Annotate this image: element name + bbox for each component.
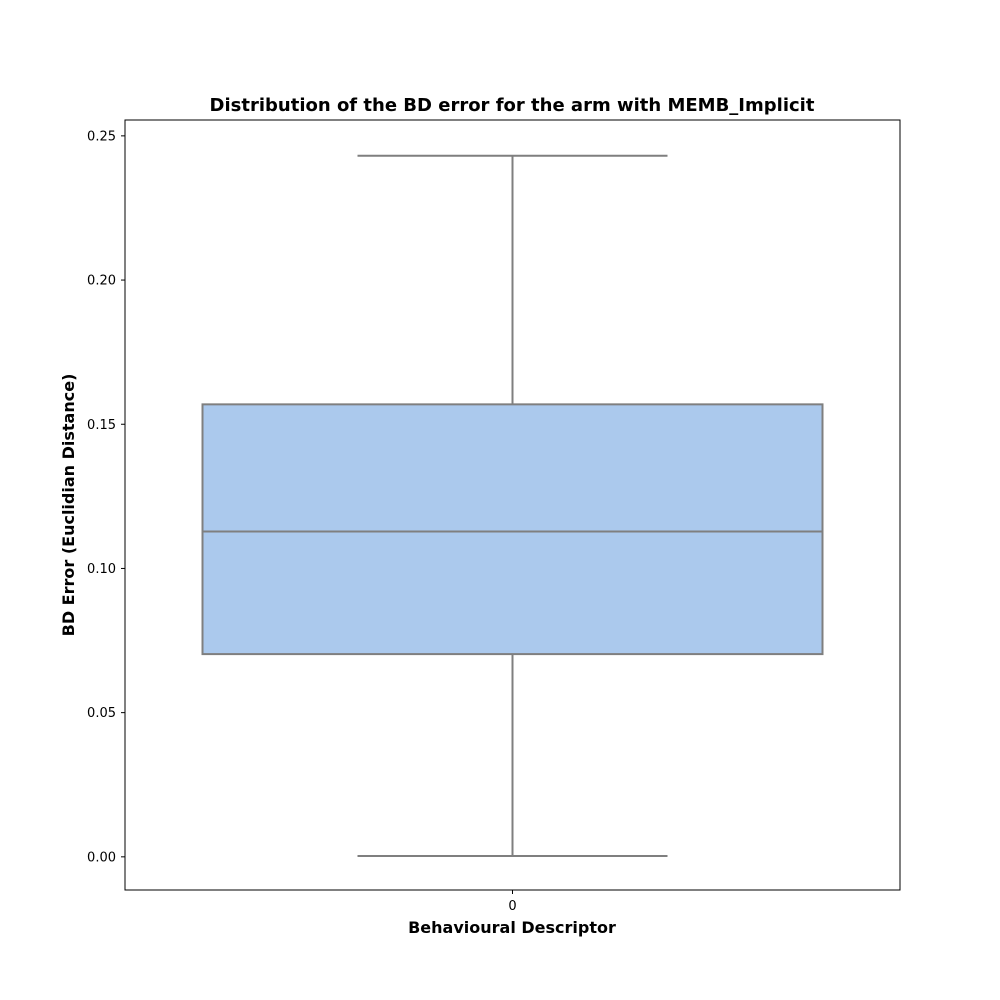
y-axis: 0.00 0.05 0.10 0.15 0.20 0.25 [87, 129, 125, 865]
y-tick-label: 0.05 [87, 706, 116, 721]
interquartile-box [201, 403, 824, 656]
box-0 [201, 154, 824, 857]
y-tick-label: 0.15 [87, 418, 116, 433]
y-tick-label: 0.10 [87, 562, 116, 577]
y-tick-label: 0.20 [87, 274, 116, 289]
y-axis-title: BD Error (Euclidian Distance) [59, 374, 78, 637]
chart-title: Distribution of the BD error for the arm… [210, 95, 815, 116]
x-axis-title: Behavioural Descriptor [408, 918, 616, 937]
y-tick-label: 0.00 [87, 850, 116, 865]
x-tick-label: 0 [508, 899, 516, 914]
box-plot-series [201, 154, 824, 857]
x-axis: 0 [508, 890, 517, 914]
y-tick-label: 0.25 [87, 129, 116, 144]
plot-area-frame [124, 119, 901, 891]
